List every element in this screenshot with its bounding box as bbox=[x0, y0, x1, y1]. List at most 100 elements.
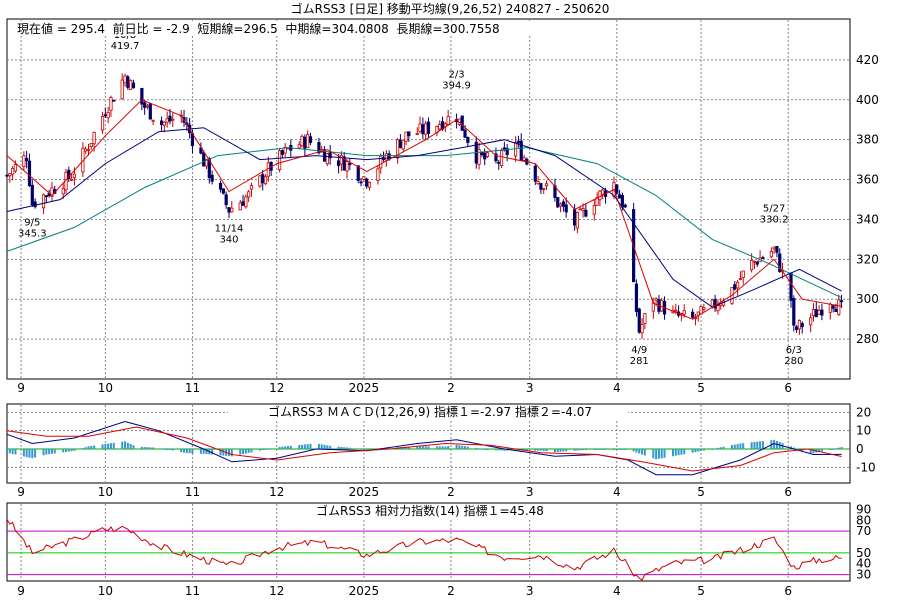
rsi-tick-label: 40 bbox=[856, 557, 871, 571]
candle-body bbox=[22, 155, 26, 167]
macd-histogram-bar bbox=[700, 449, 703, 452]
macd-histogram-bar bbox=[320, 444, 323, 449]
macd-histogram-bar bbox=[171, 449, 174, 451]
month-label: 12 bbox=[269, 381, 284, 395]
candle-body bbox=[221, 188, 225, 194]
macd-histogram-bar bbox=[722, 446, 725, 449]
rsi-tick-label: 80 bbox=[856, 513, 871, 527]
candle-body bbox=[328, 152, 332, 159]
macd-histogram-bar bbox=[542, 449, 545, 451]
candle-body bbox=[89, 142, 93, 148]
price-tick-label: 300 bbox=[856, 292, 879, 306]
macd-histogram-bar bbox=[166, 449, 169, 450]
annotation-value: 280 bbox=[784, 356, 803, 367]
macd-histogram-bar bbox=[230, 449, 233, 457]
candle-body bbox=[544, 183, 549, 187]
macd-histogram-bar bbox=[643, 449, 646, 456]
macd-histogram-bar bbox=[343, 447, 346, 449]
macd-histogram-bar bbox=[306, 444, 309, 449]
candle-body bbox=[92, 131, 96, 145]
macd-histogram-bar bbox=[298, 445, 301, 449]
macd-histogram-bar bbox=[483, 449, 486, 450]
candle-body bbox=[30, 184, 34, 206]
month-label: 9 bbox=[17, 584, 25, 598]
candle-body bbox=[325, 153, 329, 165]
macd-histogram-bar bbox=[160, 448, 163, 450]
macd-histogram-bar bbox=[107, 443, 110, 449]
macd-histogram-bar bbox=[287, 446, 289, 449]
macd-histogram-bar bbox=[624, 449, 627, 450]
macd-histogram-bar bbox=[435, 446, 438, 449]
rsi-panel-frame bbox=[6, 502, 851, 582]
candle-body bbox=[8, 173, 12, 177]
macd-histogram-bar bbox=[553, 449, 556, 453]
macd-histogram-bar bbox=[461, 445, 464, 449]
macd-histogram-bar bbox=[829, 449, 832, 450]
candle-body bbox=[379, 155, 383, 169]
candle-body bbox=[772, 246, 776, 250]
macd-histogram-bar bbox=[680, 449, 683, 455]
candle-body bbox=[710, 299, 714, 307]
candle-body bbox=[247, 191, 251, 198]
candle-body bbox=[339, 155, 343, 165]
candle-body bbox=[342, 156, 346, 171]
price-panel-frame bbox=[6, 18, 851, 380]
candle-body bbox=[674, 309, 678, 312]
candle-body bbox=[365, 178, 369, 187]
macd-histogram-bar bbox=[759, 441, 762, 449]
candle-body bbox=[241, 201, 245, 206]
macd-histogram-bar bbox=[773, 439, 776, 449]
macd-histogram-bar bbox=[309, 443, 312, 449]
candle-body bbox=[640, 324, 644, 334]
macd-histogram-bar bbox=[129, 443, 132, 449]
candle-body bbox=[171, 118, 175, 121]
candle-body bbox=[682, 310, 686, 315]
candle-body bbox=[485, 152, 490, 158]
rsi-tick-label: 50 bbox=[856, 546, 871, 560]
macd-histogram-bar bbox=[168, 449, 171, 450]
month-label: 5 bbox=[697, 485, 705, 499]
macd-histogram-bar bbox=[832, 448, 835, 450]
macd-histogram-bar bbox=[545, 449, 548, 452]
macd-histogram-bar bbox=[34, 449, 37, 458]
candle-body bbox=[716, 305, 720, 312]
macd-histogram-bar bbox=[348, 447, 351, 449]
candle-body bbox=[438, 124, 442, 130]
candle-body bbox=[297, 144, 301, 149]
candle-body bbox=[584, 209, 588, 217]
annotation-value: 419.7 bbox=[111, 41, 140, 52]
macd-histogram-bar bbox=[466, 446, 469, 449]
candle-body bbox=[581, 208, 585, 211]
candle-body bbox=[564, 204, 568, 213]
candle-body bbox=[750, 260, 754, 271]
macd-histogram-bar bbox=[163, 448, 166, 450]
macd-histogram-bar bbox=[652, 449, 655, 459]
candle-body bbox=[499, 150, 504, 166]
macd-histogram-bar bbox=[261, 449, 264, 451]
macd-histogram-bar bbox=[104, 443, 107, 449]
candle-body bbox=[277, 150, 282, 171]
month-label: 6 bbox=[784, 485, 792, 499]
macd-histogram-bar bbox=[657, 449, 660, 459]
candle-body bbox=[575, 211, 580, 229]
candle-body bbox=[533, 165, 537, 182]
macd-histogram-bar bbox=[809, 449, 812, 454]
candle-body bbox=[516, 140, 521, 144]
macd-histogram-bar bbox=[756, 441, 759, 449]
macd-histogram-bar bbox=[750, 442, 753, 449]
macd-histogram-bar bbox=[121, 441, 124, 449]
macd-tick-label: 20 bbox=[856, 405, 871, 419]
candle-body bbox=[398, 139, 403, 149]
candle-body bbox=[601, 189, 605, 195]
candle-body bbox=[165, 118, 169, 123]
macd-histogram-bar bbox=[655, 449, 658, 460]
macd-histogram-bar bbox=[497, 449, 500, 451]
candle-body bbox=[828, 303, 832, 313]
candle-body bbox=[151, 119, 155, 122]
macd-histogram-bar bbox=[615, 449, 618, 450]
candle-body bbox=[769, 251, 773, 258]
macd-histogram-bar bbox=[132, 445, 135, 449]
candle-body bbox=[421, 124, 425, 135]
macd-histogram-bar bbox=[447, 446, 450, 449]
candle-body bbox=[795, 326, 799, 330]
